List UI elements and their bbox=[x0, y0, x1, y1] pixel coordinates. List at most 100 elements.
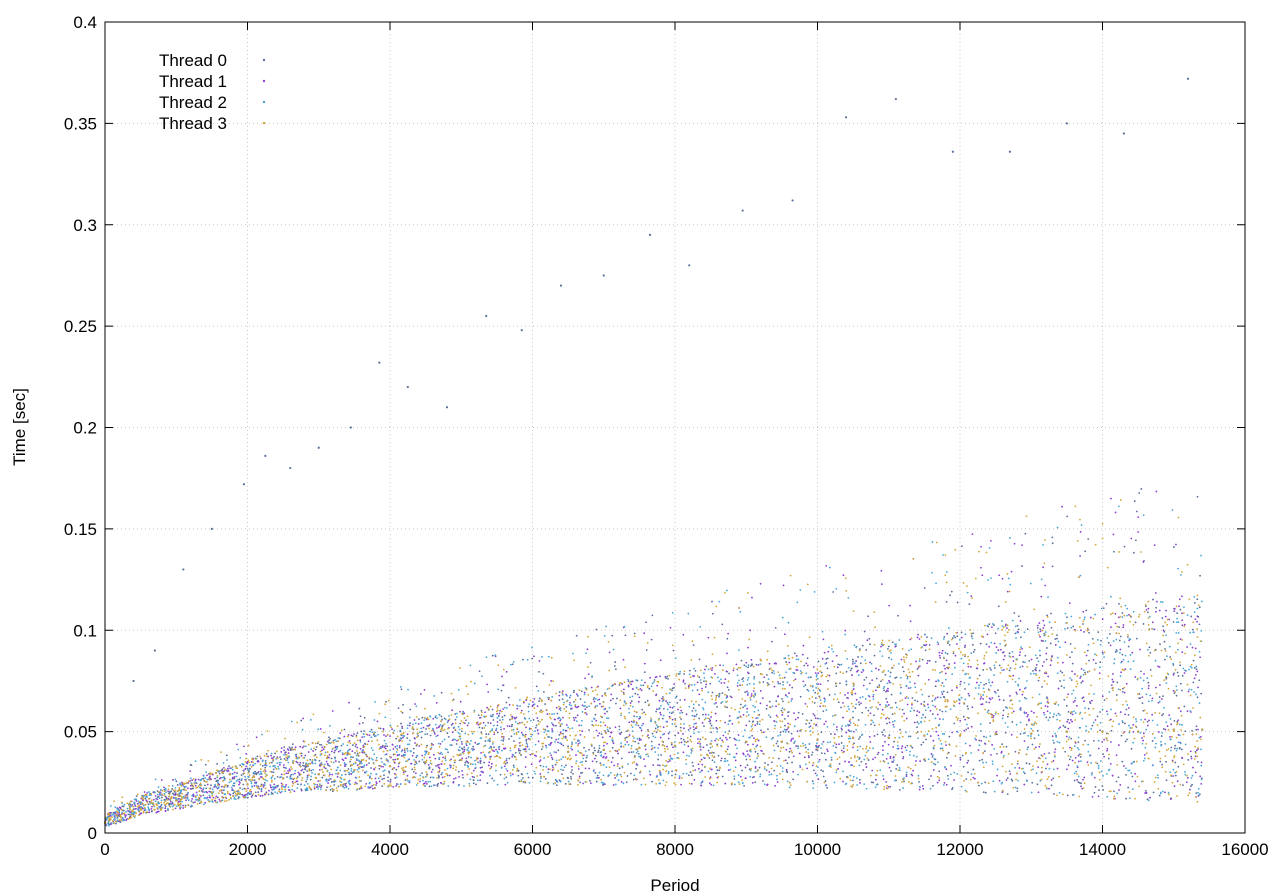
data-point bbox=[989, 722, 991, 724]
data-point bbox=[1194, 673, 1197, 676]
data-point bbox=[981, 703, 984, 705]
data-point bbox=[737, 781, 740, 784]
data-point bbox=[610, 731, 613, 734]
data-point bbox=[1042, 619, 1045, 622]
data-point bbox=[693, 715, 696, 718]
data-point bbox=[1014, 786, 1017, 789]
data-point bbox=[1038, 693, 1041, 696]
data-point bbox=[605, 625, 607, 628]
data-point bbox=[736, 674, 739, 677]
data-point bbox=[932, 739, 935, 742]
data-point bbox=[1141, 737, 1143, 739]
data-point bbox=[631, 680, 634, 683]
data-point bbox=[456, 739, 458, 742]
data-point bbox=[582, 757, 585, 760]
data-point bbox=[551, 713, 553, 716]
data-point bbox=[687, 729, 690, 731]
data-point bbox=[371, 731, 374, 734]
data-point bbox=[580, 724, 583, 727]
data-point bbox=[485, 733, 488, 735]
data-point bbox=[242, 763, 244, 766]
data-point bbox=[691, 714, 694, 717]
data-point bbox=[867, 749, 870, 752]
data-point bbox=[554, 763, 557, 766]
data-point bbox=[746, 690, 748, 693]
data-point bbox=[1114, 622, 1117, 625]
data-point bbox=[669, 759, 671, 762]
data-point bbox=[1057, 712, 1060, 715]
data-point bbox=[719, 737, 722, 740]
data-point bbox=[510, 725, 513, 728]
data-point bbox=[531, 733, 534, 736]
data-point bbox=[1103, 755, 1106, 758]
data-point bbox=[1162, 629, 1165, 632]
data-point bbox=[694, 669, 697, 672]
data-point bbox=[1002, 651, 1005, 653]
data-point bbox=[911, 697, 914, 699]
data-point bbox=[828, 646, 830, 649]
data-point bbox=[506, 770, 509, 772]
data-point bbox=[1052, 777, 1055, 780]
data-point bbox=[1036, 627, 1039, 629]
data-point bbox=[504, 762, 507, 765]
data-point bbox=[180, 790, 183, 792]
data-point bbox=[486, 683, 488, 686]
data-point bbox=[988, 681, 991, 684]
data-point bbox=[1147, 607, 1150, 610]
data-point bbox=[1142, 623, 1145, 625]
data-point bbox=[1140, 488, 1143, 490]
data-point bbox=[651, 732, 654, 735]
data-point bbox=[917, 722, 920, 725]
data-point bbox=[346, 754, 349, 757]
data-point bbox=[681, 711, 684, 714]
data-point bbox=[636, 693, 639, 696]
data-point bbox=[799, 729, 802, 732]
data-point bbox=[171, 802, 174, 805]
data-point bbox=[851, 674, 853, 676]
data-point bbox=[980, 782, 983, 785]
data-point bbox=[189, 787, 192, 790]
data-point bbox=[716, 728, 719, 730]
data-point bbox=[305, 762, 308, 765]
data-point bbox=[525, 742, 528, 744]
data-point bbox=[161, 796, 163, 799]
data-point bbox=[378, 767, 381, 770]
data-point bbox=[849, 721, 852, 724]
data-point bbox=[720, 678, 722, 681]
data-point bbox=[1196, 620, 1199, 623]
data-point bbox=[1101, 695, 1104, 698]
data-point bbox=[944, 667, 946, 670]
data-point bbox=[908, 649, 910, 652]
data-point bbox=[517, 748, 520, 750]
data-point bbox=[599, 762, 602, 765]
data-point bbox=[367, 785, 370, 788]
data-point bbox=[795, 669, 798, 671]
data-point bbox=[189, 784, 192, 787]
data-point bbox=[1058, 741, 1061, 744]
data-point bbox=[872, 695, 875, 698]
data-point bbox=[306, 778, 309, 781]
data-point bbox=[370, 767, 372, 769]
data-point bbox=[1111, 678, 1114, 681]
data-point bbox=[1064, 750, 1067, 753]
data-point bbox=[914, 686, 917, 689]
data-point bbox=[347, 781, 350, 784]
data-point bbox=[287, 756, 290, 759]
data-point bbox=[1046, 614, 1048, 617]
data-point bbox=[1163, 640, 1166, 643]
data-point bbox=[979, 642, 982, 645]
data-point bbox=[457, 689, 460, 691]
data-point bbox=[1048, 621, 1051, 623]
data-point bbox=[802, 644, 805, 647]
data-point bbox=[495, 748, 497, 751]
data-point bbox=[336, 766, 339, 769]
data-point bbox=[568, 703, 571, 706]
data-point bbox=[1098, 789, 1100, 792]
data-point bbox=[413, 737, 416, 739]
data-point bbox=[990, 577, 992, 579]
data-point bbox=[370, 728, 373, 731]
data-point bbox=[435, 735, 438, 738]
data-point bbox=[876, 686, 879, 688]
data-point bbox=[282, 764, 285, 766]
